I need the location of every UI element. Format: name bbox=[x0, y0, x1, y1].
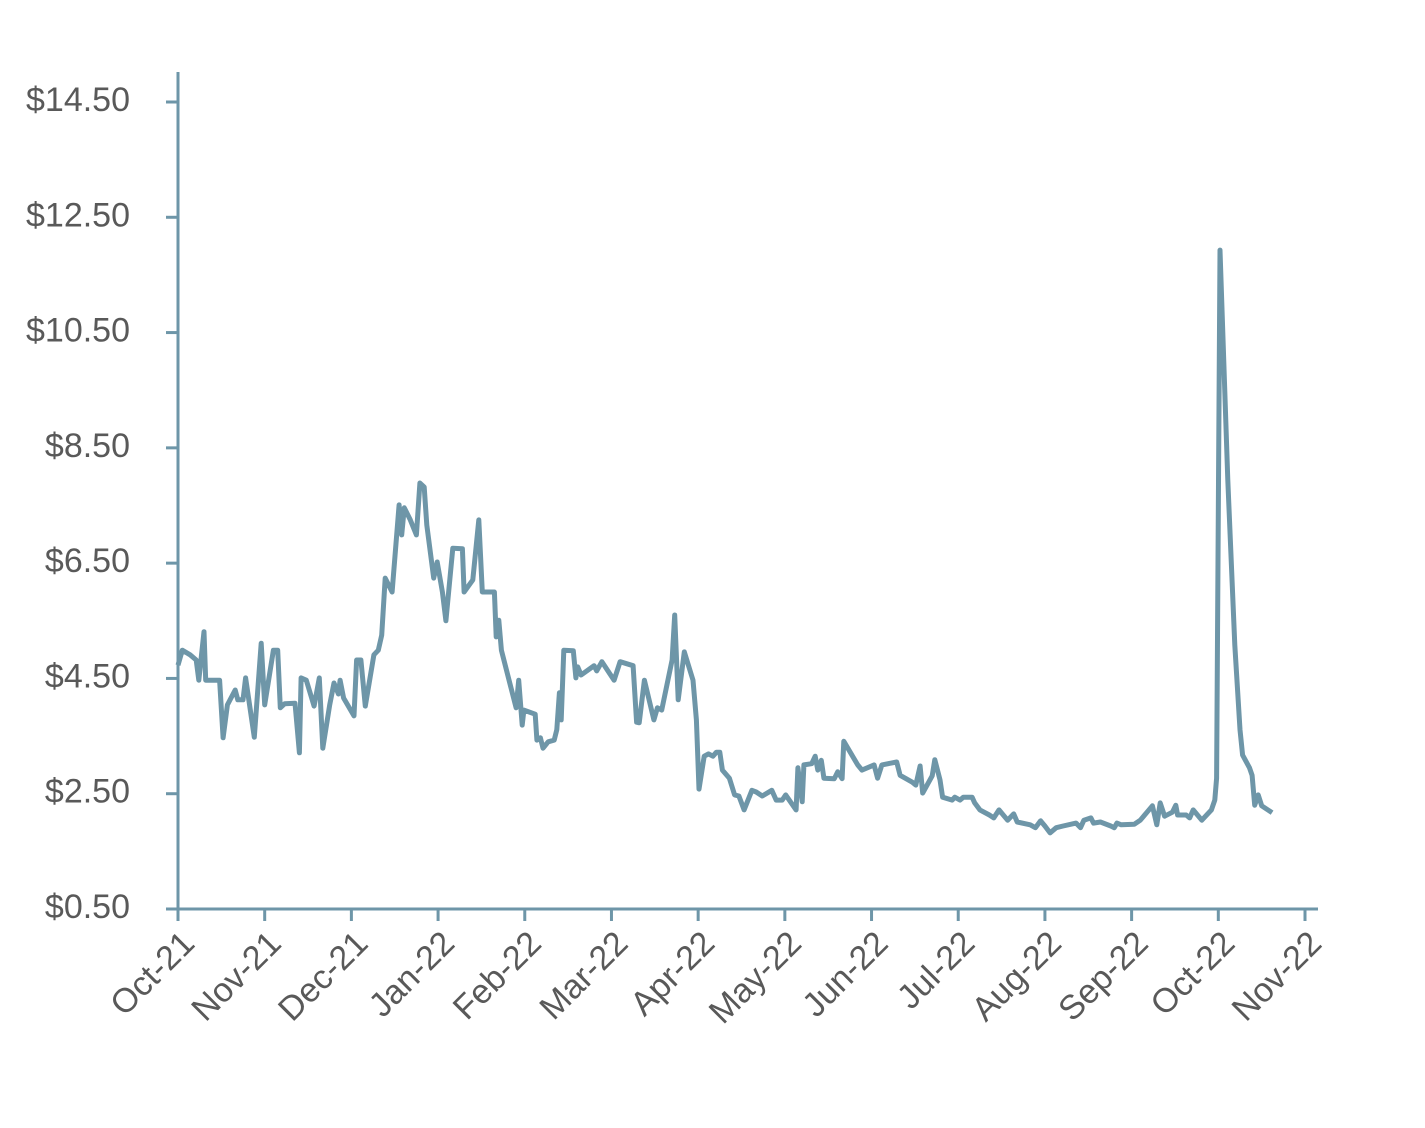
x-tick-label: Aug-22 bbox=[965, 924, 1069, 1028]
x-tick-label: Oct-21 bbox=[103, 924, 202, 1023]
x-tick-label: Feb-22 bbox=[446, 924, 549, 1027]
x-tick-label: Dec-21 bbox=[271, 924, 375, 1028]
x-tick-label: Sep-22 bbox=[1051, 924, 1155, 1028]
y-tick-label: $12.50 bbox=[26, 196, 130, 234]
price-line bbox=[175, 247, 1274, 836]
y-tick-label: $10.50 bbox=[26, 312, 130, 350]
x-tick-label: May-22 bbox=[702, 924, 809, 1031]
x-tick-label: Oct-22 bbox=[1143, 924, 1242, 1023]
x-tick-label: Mar-22 bbox=[532, 924, 635, 1027]
x-tick-label: Jan-22 bbox=[362, 924, 462, 1024]
y-tick-label: $8.50 bbox=[45, 427, 130, 465]
y-tick-label: $2.50 bbox=[45, 773, 130, 811]
y-tick-label: $6.50 bbox=[45, 542, 130, 580]
y-tick-label: $14.50 bbox=[26, 81, 130, 119]
y-tick-label: $0.50 bbox=[45, 888, 130, 926]
x-tick-label: Jun-22 bbox=[795, 924, 895, 1024]
x-tick-label: Nov-22 bbox=[1225, 924, 1329, 1028]
y-tick-label: $4.50 bbox=[45, 657, 130, 695]
x-tick-label: Nov-21 bbox=[184, 924, 288, 1028]
